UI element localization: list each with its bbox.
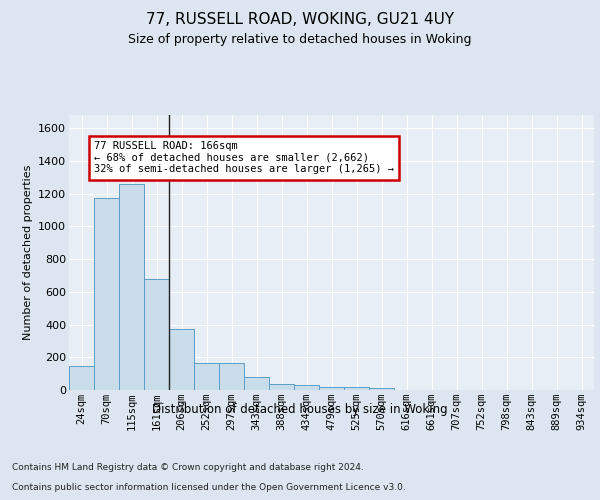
Bar: [119, 184, 144, 390]
Text: Distribution of detached houses by size in Woking: Distribution of detached houses by size …: [152, 402, 448, 415]
Bar: [169, 328, 194, 390]
Bar: [219, 362, 244, 390]
Bar: [144, 278, 169, 390]
Bar: [294, 386, 319, 390]
Text: Contains public sector information licensed under the Open Government Licence v3: Contains public sector information licen…: [12, 484, 406, 492]
Bar: [69, 366, 94, 390]
Bar: [369, 388, 394, 390]
Text: Size of property relative to detached houses in Woking: Size of property relative to detached ho…: [128, 32, 472, 46]
Text: 77 RUSSELL ROAD: 166sqm
← 68% of detached houses are smaller (2,662)
32% of semi: 77 RUSSELL ROAD: 166sqm ← 68% of detache…: [94, 141, 394, 174]
Bar: [94, 198, 119, 390]
Bar: [244, 377, 269, 390]
Bar: [194, 362, 219, 390]
Bar: [319, 386, 344, 390]
Bar: [344, 386, 369, 390]
Text: Contains HM Land Registry data © Crown copyright and database right 2024.: Contains HM Land Registry data © Crown c…: [12, 464, 364, 472]
Text: 77, RUSSELL ROAD, WOKING, GU21 4UY: 77, RUSSELL ROAD, WOKING, GU21 4UY: [146, 12, 454, 28]
Y-axis label: Number of detached properties: Number of detached properties: [23, 165, 32, 340]
Bar: [269, 384, 294, 390]
